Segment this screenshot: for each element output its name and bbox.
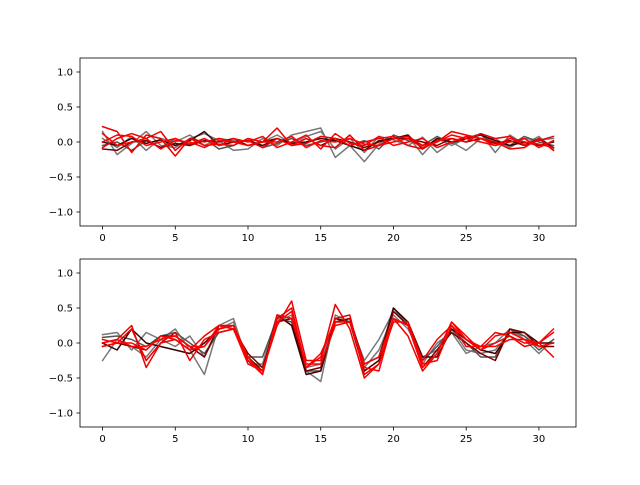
- y-tick-label: 1.0: [57, 269, 73, 280]
- x-tick-label: 25: [460, 434, 473, 445]
- series-group: [101, 125, 555, 163]
- series-group: [101, 300, 555, 383]
- y-tick-label: −0.5: [49, 173, 73, 184]
- x-tick-label: 25: [460, 233, 473, 244]
- series-line-8: [101, 314, 555, 376]
- y-tick-label: −0.5: [49, 374, 73, 385]
- x-tick-label: 15: [314, 434, 327, 445]
- series-line-7: [101, 127, 555, 152]
- y-tick-label: 0.0: [57, 339, 73, 350]
- x-tick-label: 30: [533, 434, 546, 445]
- y-tick-label: 0.0: [57, 138, 73, 149]
- bottom-line-plot: 0 5 10 15 20 25 30 −1.0 −0.5 0.0 0.5 1.0: [49, 258, 577, 445]
- x-tick-label: 20: [387, 233, 400, 244]
- x-tick-label: 20: [387, 434, 400, 445]
- y-tick-label: 0.5: [57, 103, 73, 114]
- series-line-2: [101, 314, 555, 369]
- y-tick-label: 0.5: [57, 304, 73, 315]
- y-tick-label: −1.0: [49, 208, 73, 219]
- x-tick-label: 10: [242, 434, 255, 445]
- series-line-9: [101, 132, 555, 150]
- series-line-9: [101, 310, 555, 372]
- y-tick-label: 1.0: [57, 68, 73, 79]
- x-tick-label: 10: [242, 233, 255, 244]
- x-tick-label: 30: [533, 233, 546, 244]
- x-tick-label: 0: [99, 233, 105, 244]
- top-line-plot: 0 5 10 15 20 25 30 −1.0 −0.5 0.0 0.5 1.0: [49, 57, 577, 244]
- x-tick-label: 5: [172, 434, 178, 445]
- y-tick-label: −1.0: [49, 409, 73, 420]
- x-tick-label: 5: [172, 233, 178, 244]
- x-tick-label: 15: [314, 233, 327, 244]
- x-tick-label: 0: [99, 434, 105, 445]
